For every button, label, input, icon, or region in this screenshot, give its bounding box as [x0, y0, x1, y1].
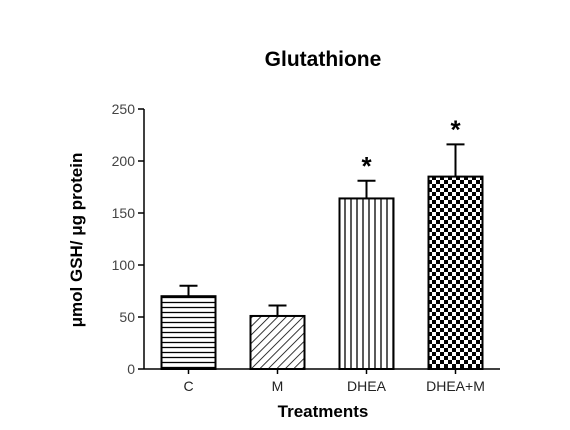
y-axis: 0 50 100 150 200 250	[112, 101, 145, 377]
y-tick-label: 100	[112, 257, 136, 273]
y-tick-label: 50	[119, 309, 135, 325]
x-tick-label: DHEA	[347, 378, 387, 394]
x-tick-label: M	[272, 378, 284, 394]
y-tick-label: 250	[112, 101, 136, 117]
significance-marker: *	[361, 151, 372, 181]
bars: **	[160, 114, 484, 371]
x-tick-label: C	[183, 378, 193, 394]
y-axis-label: μmol GSH/ μg protein	[67, 153, 86, 328]
x-tick-label: DHEA+M	[426, 378, 485, 394]
x-axis-label: Treatments	[278, 402, 369, 421]
chart-title: Glutathione	[265, 48, 382, 71]
y-tick-label: 150	[112, 205, 136, 221]
bar-dhea-m	[427, 175, 484, 370]
significance-marker: *	[450, 114, 461, 144]
bar-dhea	[338, 197, 395, 370]
y-tick-label: 0	[127, 361, 135, 377]
y-tick-label: 200	[112, 153, 136, 169]
x-axis: C M DHEA DHEA+M	[144, 368, 500, 394]
bar-c	[160, 295, 217, 371]
bar-m	[249, 314, 306, 370]
